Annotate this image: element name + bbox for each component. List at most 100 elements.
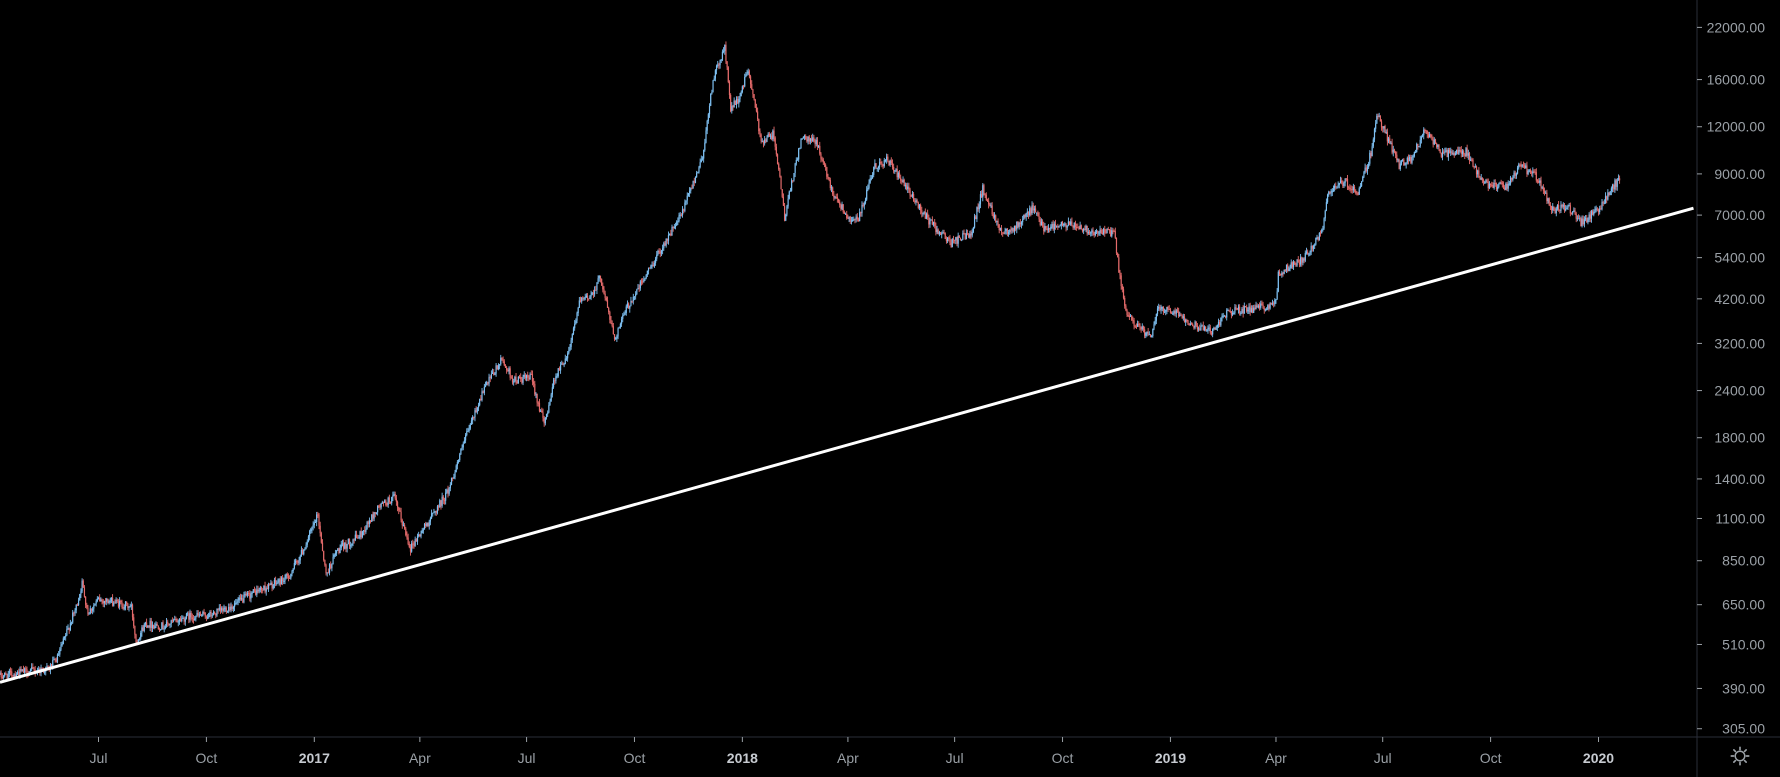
candle-body bbox=[1097, 231, 1099, 234]
chart-settings-button[interactable] bbox=[1722, 741, 1758, 771]
candle bbox=[1254, 304, 1256, 311]
candle-body bbox=[189, 612, 191, 620]
candle bbox=[1387, 136, 1390, 144]
candle bbox=[828, 177, 830, 182]
candle-body bbox=[495, 365, 497, 374]
candle bbox=[480, 394, 482, 401]
candle bbox=[1292, 259, 1295, 270]
candle-body bbox=[578, 300, 580, 308]
candle-body bbox=[11, 671, 13, 676]
candle bbox=[394, 491, 396, 501]
candle bbox=[1414, 149, 1417, 154]
candle bbox=[1556, 204, 1559, 211]
candle-body bbox=[1166, 307, 1168, 311]
candle-body bbox=[1040, 221, 1043, 226]
candle bbox=[976, 206, 978, 223]
candle-body bbox=[94, 603, 96, 606]
candle-body bbox=[1026, 211, 1028, 214]
candle bbox=[1350, 185, 1352, 194]
candle-body bbox=[876, 168, 878, 170]
candle bbox=[496, 365, 498, 370]
candle-body bbox=[1555, 208, 1557, 214]
candle-body bbox=[445, 492, 447, 501]
candle bbox=[1227, 308, 1229, 312]
candle-body bbox=[135, 634, 137, 643]
candle bbox=[618, 326, 620, 329]
candle-body bbox=[1590, 211, 1593, 219]
candle bbox=[1426, 130, 1428, 139]
candle-body bbox=[1140, 327, 1142, 330]
x-axis[interactable]: Jul Oct 2017 Apr Jul Oct 2018 Apr Jul Oct 2019 Apr J… bbox=[0, 736, 1780, 766]
candle-body bbox=[523, 374, 525, 377]
candle-body bbox=[565, 358, 568, 360]
candle bbox=[520, 373, 522, 383]
candle bbox=[918, 204, 921, 211]
candle bbox=[1548, 197, 1550, 206]
candle-body bbox=[935, 226, 937, 232]
candle bbox=[847, 214, 849, 219]
candle-body bbox=[975, 216, 977, 220]
candle-body bbox=[1168, 308, 1170, 310]
candle-body bbox=[1541, 187, 1543, 189]
candle bbox=[1407, 154, 1410, 165]
candle bbox=[147, 625, 149, 629]
candle bbox=[826, 166, 828, 180]
candle-body bbox=[143, 624, 145, 632]
candle-body bbox=[1087, 231, 1089, 234]
y-axis[interactable]: 22000.0016000.0012000.009000.007000.0054… bbox=[1696, 0, 1765, 777]
candle bbox=[1561, 203, 1563, 209]
candle-body bbox=[0, 672, 2, 678]
candle-body bbox=[1383, 126, 1385, 129]
candle bbox=[473, 416, 475, 420]
candle bbox=[1067, 217, 1069, 227]
candle bbox=[1098, 231, 1100, 236]
candle-body bbox=[921, 210, 923, 214]
candle-body bbox=[501, 357, 503, 360]
candle bbox=[427, 522, 429, 528]
candle-body bbox=[326, 572, 328, 574]
candle-body bbox=[1133, 320, 1135, 326]
candle bbox=[584, 293, 586, 301]
candle-body bbox=[1159, 306, 1161, 310]
candle-body bbox=[1136, 323, 1139, 327]
candle bbox=[1478, 167, 1480, 179]
candle-body bbox=[46, 666, 48, 668]
candle bbox=[1373, 127, 1376, 143]
candle bbox=[1076, 223, 1078, 231]
candle-body bbox=[255, 590, 257, 595]
candle bbox=[822, 157, 824, 165]
candle-body bbox=[177, 621, 179, 623]
candle bbox=[156, 622, 158, 626]
candle bbox=[1064, 221, 1066, 227]
candle bbox=[32, 663, 34, 670]
candle-body bbox=[691, 188, 693, 190]
candle-body bbox=[90, 608, 93, 611]
candle bbox=[378, 504, 380, 509]
candle-body bbox=[1151, 335, 1153, 337]
candle bbox=[517, 376, 519, 384]
candle-body bbox=[928, 217, 930, 225]
candle-body bbox=[1446, 150, 1448, 158]
candle bbox=[609, 310, 611, 324]
candle-body bbox=[408, 543, 410, 548]
candle-body bbox=[83, 587, 86, 597]
candle-body bbox=[713, 78, 715, 81]
candle bbox=[0, 670, 1, 676]
candle-body bbox=[934, 222, 936, 227]
candle-body bbox=[1247, 310, 1249, 312]
candle bbox=[489, 375, 491, 383]
candle bbox=[1329, 191, 1331, 195]
candle-body bbox=[949, 237, 951, 243]
candle-body bbox=[925, 213, 928, 219]
candle bbox=[1169, 307, 1172, 314]
candle-body bbox=[491, 372, 494, 374]
candle-body bbox=[985, 194, 987, 201]
candle-body bbox=[740, 92, 742, 97]
candle-body bbox=[1328, 191, 1330, 195]
candle bbox=[210, 609, 212, 620]
candle-body bbox=[128, 606, 130, 608]
candle bbox=[781, 188, 783, 199]
support-trendline[interactable] bbox=[0, 206, 1694, 684]
candle bbox=[815, 137, 817, 147]
